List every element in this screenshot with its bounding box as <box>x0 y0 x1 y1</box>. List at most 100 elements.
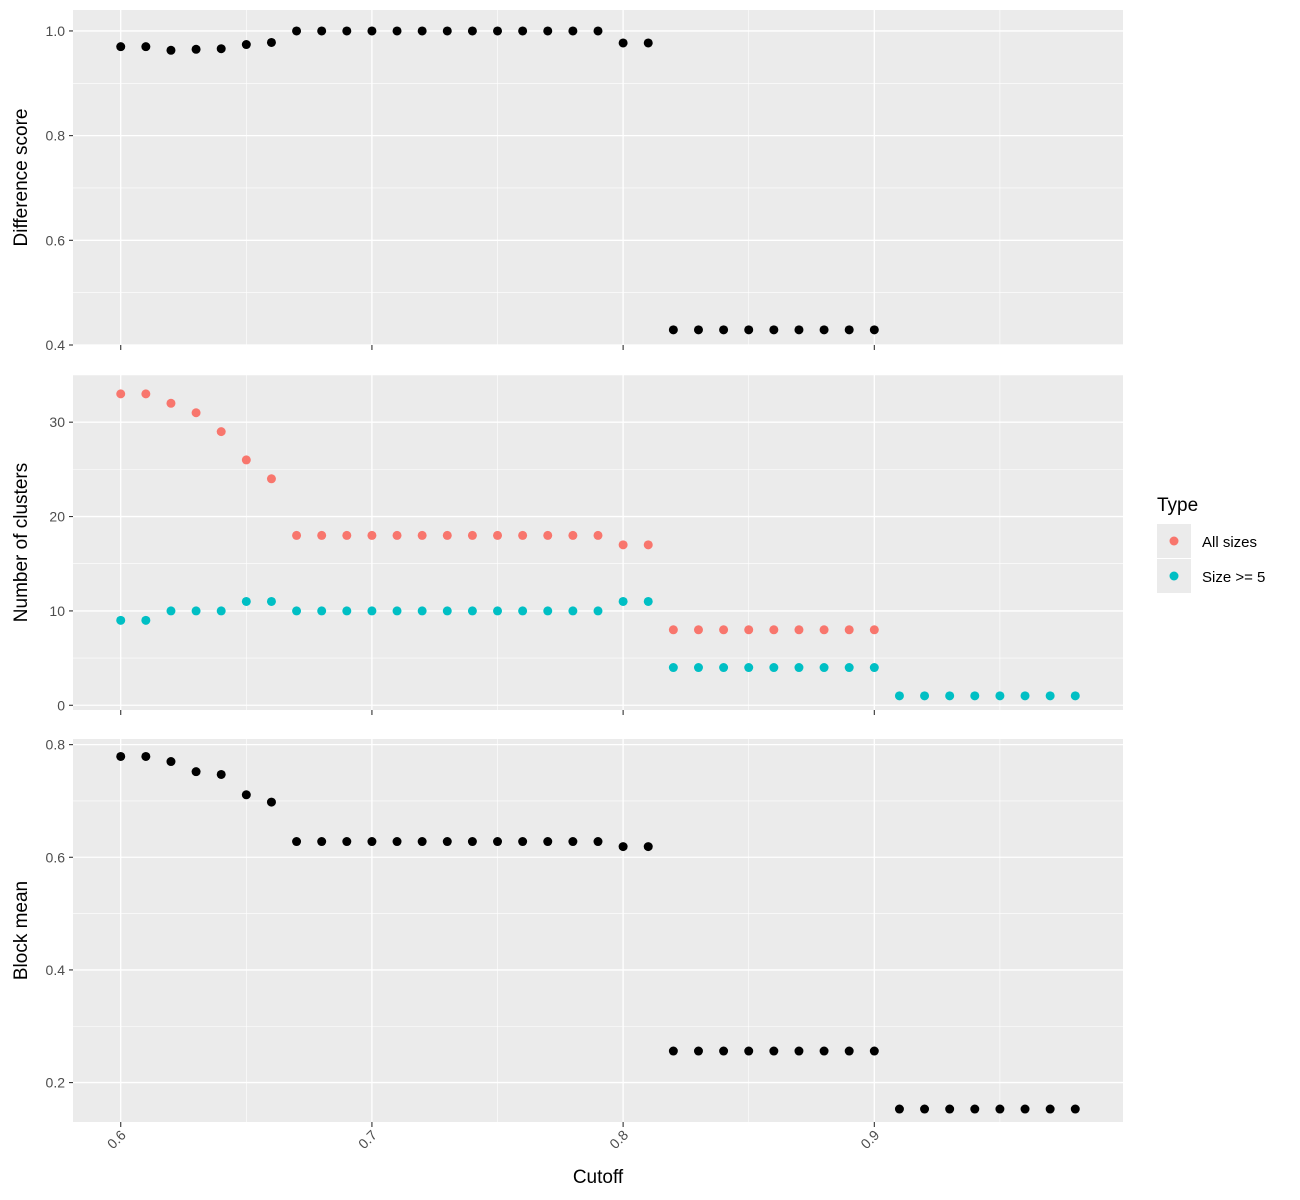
data-point <box>518 606 528 616</box>
data-point <box>467 837 477 847</box>
data-point <box>819 663 829 673</box>
data-point <box>342 530 352 540</box>
data-point <box>292 837 302 847</box>
data-point <box>869 663 879 673</box>
data-point <box>166 606 176 616</box>
x-tick-label: 0.8 <box>606 1127 631 1152</box>
data-point <box>819 625 829 635</box>
data-point <box>141 389 151 399</box>
y-tick-label: 10 <box>49 603 65 619</box>
data-point <box>191 767 201 777</box>
data-point <box>518 837 528 847</box>
data-point <box>719 1046 729 1056</box>
data-point <box>442 26 452 36</box>
data-point <box>920 691 930 701</box>
data-point <box>241 40 251 50</box>
panel-1: 0.4 0.6 0.8 1.0 Difference score <box>11 10 1123 353</box>
y-tick-label: 0.6 <box>46 232 66 248</box>
x-axis-title: Cutoff <box>573 1167 624 1188</box>
data-point <box>216 606 226 616</box>
y-tick-label: 0.8 <box>46 128 66 144</box>
panel-background <box>73 375 1123 710</box>
data-point <box>693 1046 703 1056</box>
data-point <box>166 398 176 408</box>
data-point <box>693 325 703 335</box>
data-point <box>166 757 176 767</box>
y-axis-title: Number of clusters <box>11 463 32 622</box>
data-point <box>543 837 553 847</box>
data-point <box>367 837 377 847</box>
y-tick-label: 1.0 <box>46 23 66 39</box>
data-point <box>593 530 603 540</box>
data-point <box>442 606 452 616</box>
data-point <box>719 663 729 673</box>
data-point <box>693 625 703 635</box>
data-point <box>417 837 427 847</box>
data-point <box>317 837 327 847</box>
y-tick-label: 0.8 <box>46 737 66 753</box>
legend-key-swatch <box>1169 536 1179 546</box>
data-point <box>618 38 628 48</box>
data-point <box>493 837 503 847</box>
data-point <box>1020 1104 1030 1114</box>
data-point <box>116 615 126 625</box>
data-point <box>844 325 854 335</box>
data-point <box>744 663 754 673</box>
data-point <box>191 606 201 616</box>
data-point <box>794 325 804 335</box>
data-point <box>920 1104 930 1114</box>
y-tick-label: 0 <box>57 697 65 713</box>
data-point <box>819 325 829 335</box>
data-point <box>995 691 1005 701</box>
data-point <box>317 26 327 36</box>
data-point <box>643 540 653 550</box>
data-point <box>568 530 578 540</box>
data-point <box>241 596 251 606</box>
y-axis-title: Difference score <box>11 109 32 247</box>
data-point <box>593 26 603 36</box>
data-point <box>844 663 854 673</box>
data-point <box>844 625 854 635</box>
data-point <box>493 530 503 540</box>
data-point <box>216 44 226 54</box>
data-point <box>945 691 955 701</box>
data-point <box>1045 1104 1055 1114</box>
data-point <box>417 530 427 540</box>
data-point <box>141 751 151 761</box>
data-point <box>794 1046 804 1056</box>
data-point <box>166 45 176 55</box>
data-point <box>392 26 402 36</box>
data-point <box>266 797 276 807</box>
data-point <box>367 606 377 616</box>
data-point <box>769 325 779 335</box>
data-point <box>266 474 276 484</box>
data-point <box>467 530 477 540</box>
data-point <box>543 606 553 616</box>
data-point <box>668 625 678 635</box>
data-point <box>467 26 477 36</box>
data-point <box>970 1104 980 1114</box>
data-point <box>819 1046 829 1056</box>
legend-label: Size >= 5 <box>1202 569 1265 586</box>
legend-title: Type <box>1157 495 1198 516</box>
data-point <box>744 325 754 335</box>
data-point <box>643 842 653 852</box>
data-point <box>116 42 126 52</box>
data-point <box>191 408 201 418</box>
data-point <box>769 663 779 673</box>
data-point <box>442 837 452 847</box>
data-point <box>116 751 126 761</box>
data-point <box>668 325 678 335</box>
data-point <box>618 540 628 550</box>
panel-3: 0.2 0.4 0.6 0.8 Block mean <box>11 737 1123 1127</box>
panel-2: 0 10 20 30 Number of clusters <box>11 374 1123 715</box>
data-point <box>643 38 653 48</box>
data-point <box>869 325 879 335</box>
data-point <box>593 837 603 847</box>
data-point <box>719 625 729 635</box>
panel-background <box>73 739 1123 1122</box>
data-point <box>342 837 352 847</box>
legend-label: All sizes <box>1202 534 1257 551</box>
data-point <box>794 663 804 673</box>
data-point <box>744 625 754 635</box>
